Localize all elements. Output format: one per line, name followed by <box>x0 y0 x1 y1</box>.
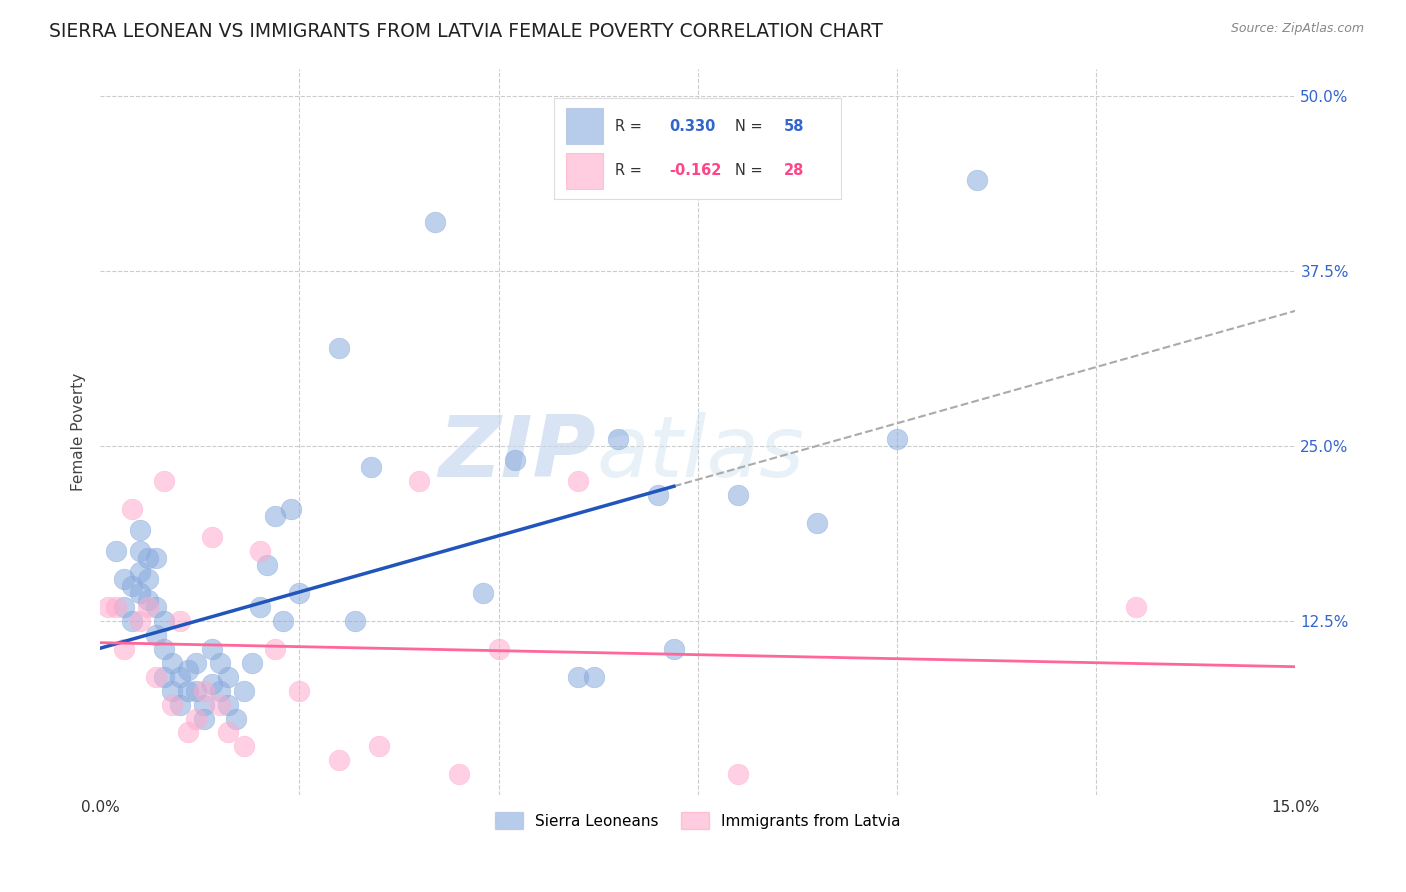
Point <box>121 501 143 516</box>
Text: ZIP: ZIP <box>439 412 596 495</box>
Point <box>208 656 231 670</box>
Point <box>193 698 215 712</box>
Point <box>886 432 908 446</box>
Point <box>488 641 510 656</box>
Text: Source: ZipAtlas.com: Source: ZipAtlas.com <box>1230 22 1364 36</box>
Point <box>129 523 152 537</box>
Point <box>288 585 311 599</box>
Point <box>129 565 152 579</box>
Point <box>177 725 200 739</box>
Point <box>1125 599 1147 614</box>
Point <box>145 599 167 614</box>
Point <box>208 698 231 712</box>
Point <box>503 453 526 467</box>
Point <box>169 698 191 712</box>
Point <box>249 543 271 558</box>
Point <box>217 725 239 739</box>
Point <box>201 641 224 656</box>
Point <box>105 543 128 558</box>
Point <box>232 683 254 698</box>
Point <box>160 683 183 698</box>
Point <box>160 698 183 712</box>
Point <box>232 739 254 754</box>
Point <box>193 683 215 698</box>
Point <box>129 585 152 599</box>
Point <box>136 572 159 586</box>
Point <box>184 656 207 670</box>
Point <box>567 669 589 683</box>
Point <box>217 698 239 712</box>
Point <box>153 641 176 656</box>
Point <box>112 641 135 656</box>
Point <box>112 572 135 586</box>
Point <box>136 592 159 607</box>
Point <box>447 767 470 781</box>
Point <box>153 669 176 683</box>
Point <box>256 558 278 572</box>
Point <box>567 474 589 488</box>
Point <box>121 614 143 628</box>
Point <box>97 599 120 614</box>
Point <box>966 173 988 187</box>
Point <box>208 683 231 698</box>
Point <box>136 599 159 614</box>
Point <box>105 599 128 614</box>
Point <box>583 669 606 683</box>
Point <box>129 614 152 628</box>
Point <box>145 669 167 683</box>
Point <box>112 599 135 614</box>
Point <box>360 459 382 474</box>
Point <box>607 432 630 446</box>
Point <box>662 641 685 656</box>
Point <box>177 683 200 698</box>
Point <box>280 501 302 516</box>
Point <box>136 550 159 565</box>
Point <box>727 767 749 781</box>
Text: SIERRA LEONEAN VS IMMIGRANTS FROM LATVIA FEMALE POVERTY CORRELATION CHART: SIERRA LEONEAN VS IMMIGRANTS FROM LATVIA… <box>49 22 883 41</box>
Point <box>184 683 207 698</box>
Point <box>264 641 287 656</box>
Point <box>153 614 176 628</box>
Point <box>225 712 247 726</box>
Point <box>471 585 494 599</box>
Point <box>145 550 167 565</box>
Point <box>193 712 215 726</box>
Point <box>288 683 311 698</box>
Point <box>160 656 183 670</box>
Point <box>240 656 263 670</box>
Point <box>328 754 350 768</box>
Point <box>727 488 749 502</box>
Point <box>344 614 367 628</box>
Point <box>328 341 350 355</box>
Point <box>249 599 271 614</box>
Point <box>129 543 152 558</box>
Point <box>184 712 207 726</box>
Point <box>217 669 239 683</box>
Point <box>201 530 224 544</box>
Legend: Sierra Leoneans, Immigrants from Latvia: Sierra Leoneans, Immigrants from Latvia <box>489 806 907 835</box>
Point <box>806 516 828 530</box>
Point <box>169 614 191 628</box>
Point <box>273 614 295 628</box>
Point <box>408 474 430 488</box>
Text: atlas: atlas <box>596 412 804 495</box>
Point <box>169 669 191 683</box>
Y-axis label: Female Poverty: Female Poverty <box>72 373 86 491</box>
Point <box>201 676 224 690</box>
Point <box>145 627 167 641</box>
Point <box>647 488 669 502</box>
Point <box>264 508 287 523</box>
Point <box>153 474 176 488</box>
Point <box>121 579 143 593</box>
Point <box>368 739 391 754</box>
Point <box>177 663 200 677</box>
Point <box>423 215 446 229</box>
